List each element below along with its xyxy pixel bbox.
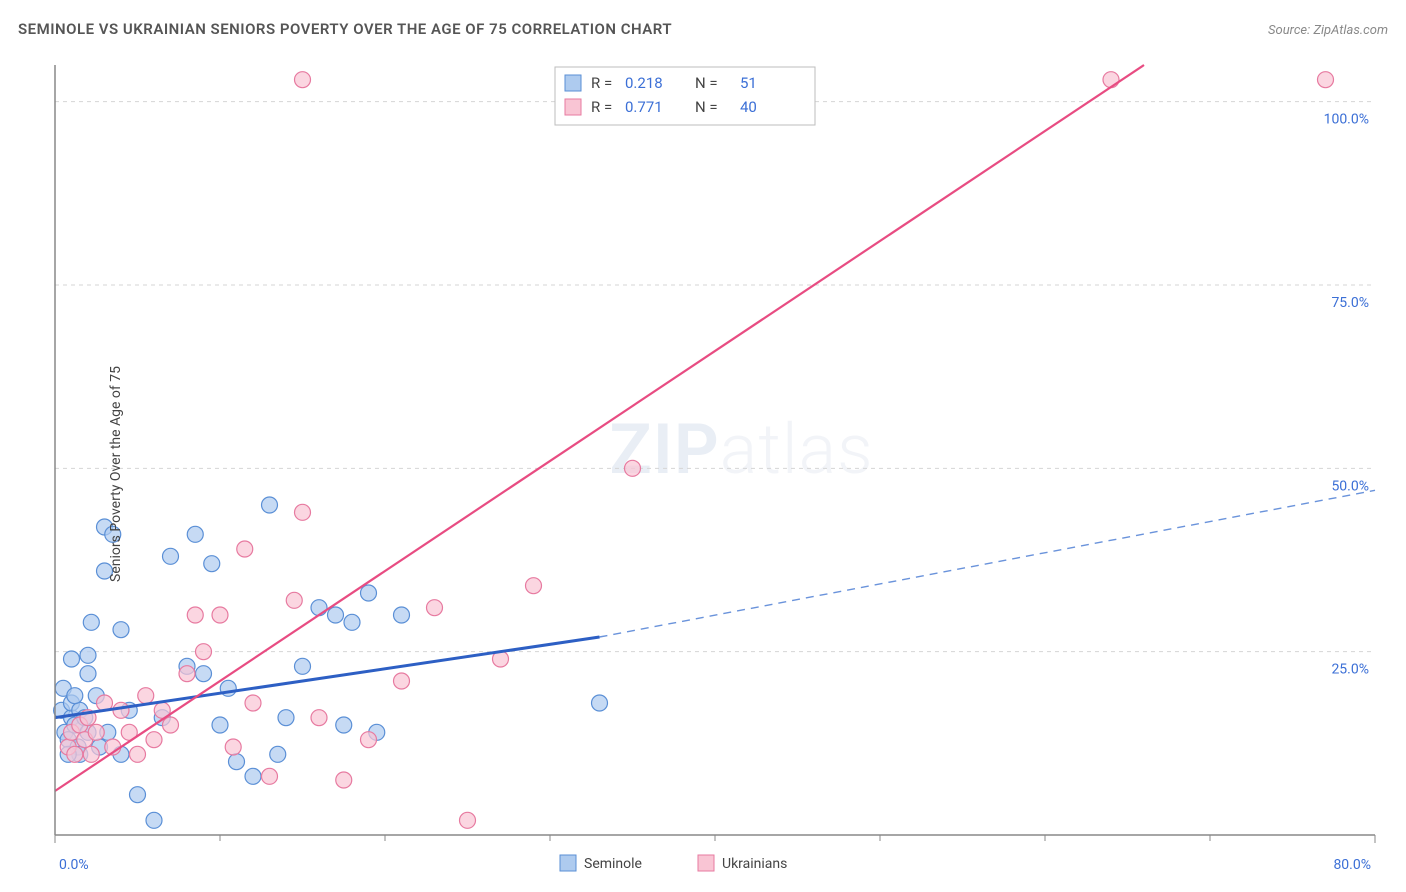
chart-title: SEMINOLE VS UKRAINIAN SENIORS POVERTY OV…: [18, 20, 672, 38]
y-tick-label: 50.0%: [1331, 478, 1369, 494]
ukrainians-point: [196, 644, 212, 660]
ukrainians-point: [146, 732, 162, 748]
legend-label: Seminole: [584, 856, 642, 872]
ukrainians-point: [394, 673, 410, 689]
ukrainians-point: [460, 812, 476, 828]
seminole-point: [187, 526, 203, 542]
legend-swatch: [560, 855, 576, 871]
ukrainians-point: [336, 772, 352, 788]
stats-r-label: R =: [591, 98, 612, 116]
ukrainians-point: [67, 746, 83, 762]
y-tick-label: 100.0%: [1324, 112, 1369, 128]
ukrainians-point: [295, 72, 311, 88]
stats-n-value: 40: [740, 98, 757, 116]
header: SEMINOLE VS UKRAINIAN SENIORS POVERTY OV…: [18, 20, 1388, 38]
seminole-point: [146, 812, 162, 828]
legend-swatch: [698, 855, 714, 871]
seminole-point: [592, 695, 608, 711]
seminole-point: [311, 600, 327, 616]
watermark: ZIPatlas: [609, 409, 873, 491]
seminole-point: [64, 651, 80, 667]
seminole-point: [344, 614, 360, 630]
seminole-point: [130, 787, 146, 803]
y-tick-label: 75.0%: [1331, 295, 1369, 311]
seminole-point: [212, 717, 228, 733]
scatter-chart: ZIPatlas 0.0% 80.0% 25.0% 50.0% 75.0% 100.0% R …: [0, 55, 1395, 890]
ukrainians-point: [163, 717, 179, 733]
x-tick-label: 0.0%: [59, 857, 89, 873]
ukrainians-point: [361, 732, 377, 748]
stats-n-label: N =: [695, 98, 718, 116]
ukrainians-point: [187, 607, 203, 623]
seminole-point: [196, 666, 212, 682]
ukrainians-point: [625, 460, 641, 476]
seminole-point: [336, 717, 352, 733]
source-prefix: Source:: [1268, 23, 1313, 38]
source-link[interactable]: ZipAtlas.com: [1313, 23, 1388, 38]
stats-swatch: [565, 99, 581, 115]
seminole-point: [67, 688, 83, 704]
seminole-point: [295, 658, 311, 674]
seminole-point: [80, 647, 96, 663]
seminole-point: [262, 497, 278, 513]
y-tick-label: 25.0%: [1331, 662, 1369, 678]
ukrainians-point: [526, 578, 542, 594]
ukrainians-point: [295, 504, 311, 520]
legend-label: Ukrainians: [722, 856, 787, 872]
stats-n-value: 51: [740, 74, 757, 92]
ukrainians-trendline: [55, 65, 1144, 791]
seminole-point: [83, 614, 99, 630]
seminole-point: [204, 556, 220, 572]
stats-r-value: 0.771: [625, 98, 663, 116]
stats-n-label: N =: [695, 74, 718, 92]
x-tick-label: 80.0%: [1333, 857, 1371, 873]
ukrainians-point: [212, 607, 228, 623]
seminole-point: [278, 710, 294, 726]
stats-swatch: [565, 75, 581, 91]
chart-container: Seniors Poverty Over the Age of 75 ZIPat…: [0, 55, 1406, 892]
seminole-point: [270, 746, 286, 762]
ukrainians-point: [245, 695, 261, 711]
ukrainians-point: [427, 600, 443, 616]
seminole-point: [245, 768, 261, 784]
stats-r-label: R =: [591, 74, 612, 92]
seminole-point: [113, 622, 129, 638]
ukrainians-point: [225, 739, 241, 755]
seminole-point: [394, 607, 410, 623]
ukrainians-point: [138, 688, 154, 704]
seminole-point: [361, 585, 377, 601]
seminole-point: [163, 548, 179, 564]
seminole-point: [328, 607, 344, 623]
ukrainians-point: [237, 541, 253, 557]
ukrainians-point: [262, 768, 278, 784]
ukrainians-point: [83, 746, 99, 762]
stats-r-value: 0.218: [625, 74, 663, 92]
ukrainians-point: [311, 710, 327, 726]
seminole-point: [229, 754, 245, 770]
ukrainians-point: [286, 592, 302, 608]
ukrainians-point: [1318, 72, 1334, 88]
seminole-trendline-extrapolated: [600, 490, 1376, 637]
seminole-point: [80, 666, 96, 682]
y-axis-label: Seniors Poverty Over the Age of 75: [108, 366, 124, 582]
ukrainians-point: [113, 702, 129, 718]
seminole-trendline: [55, 637, 600, 718]
ukrainians-point: [130, 746, 146, 762]
ukrainians-point: [1103, 72, 1119, 88]
ukrainians-point: [88, 724, 104, 740]
source-attribution: Source: ZipAtlas.com: [1268, 23, 1388, 38]
ukrainians-point: [179, 666, 195, 682]
